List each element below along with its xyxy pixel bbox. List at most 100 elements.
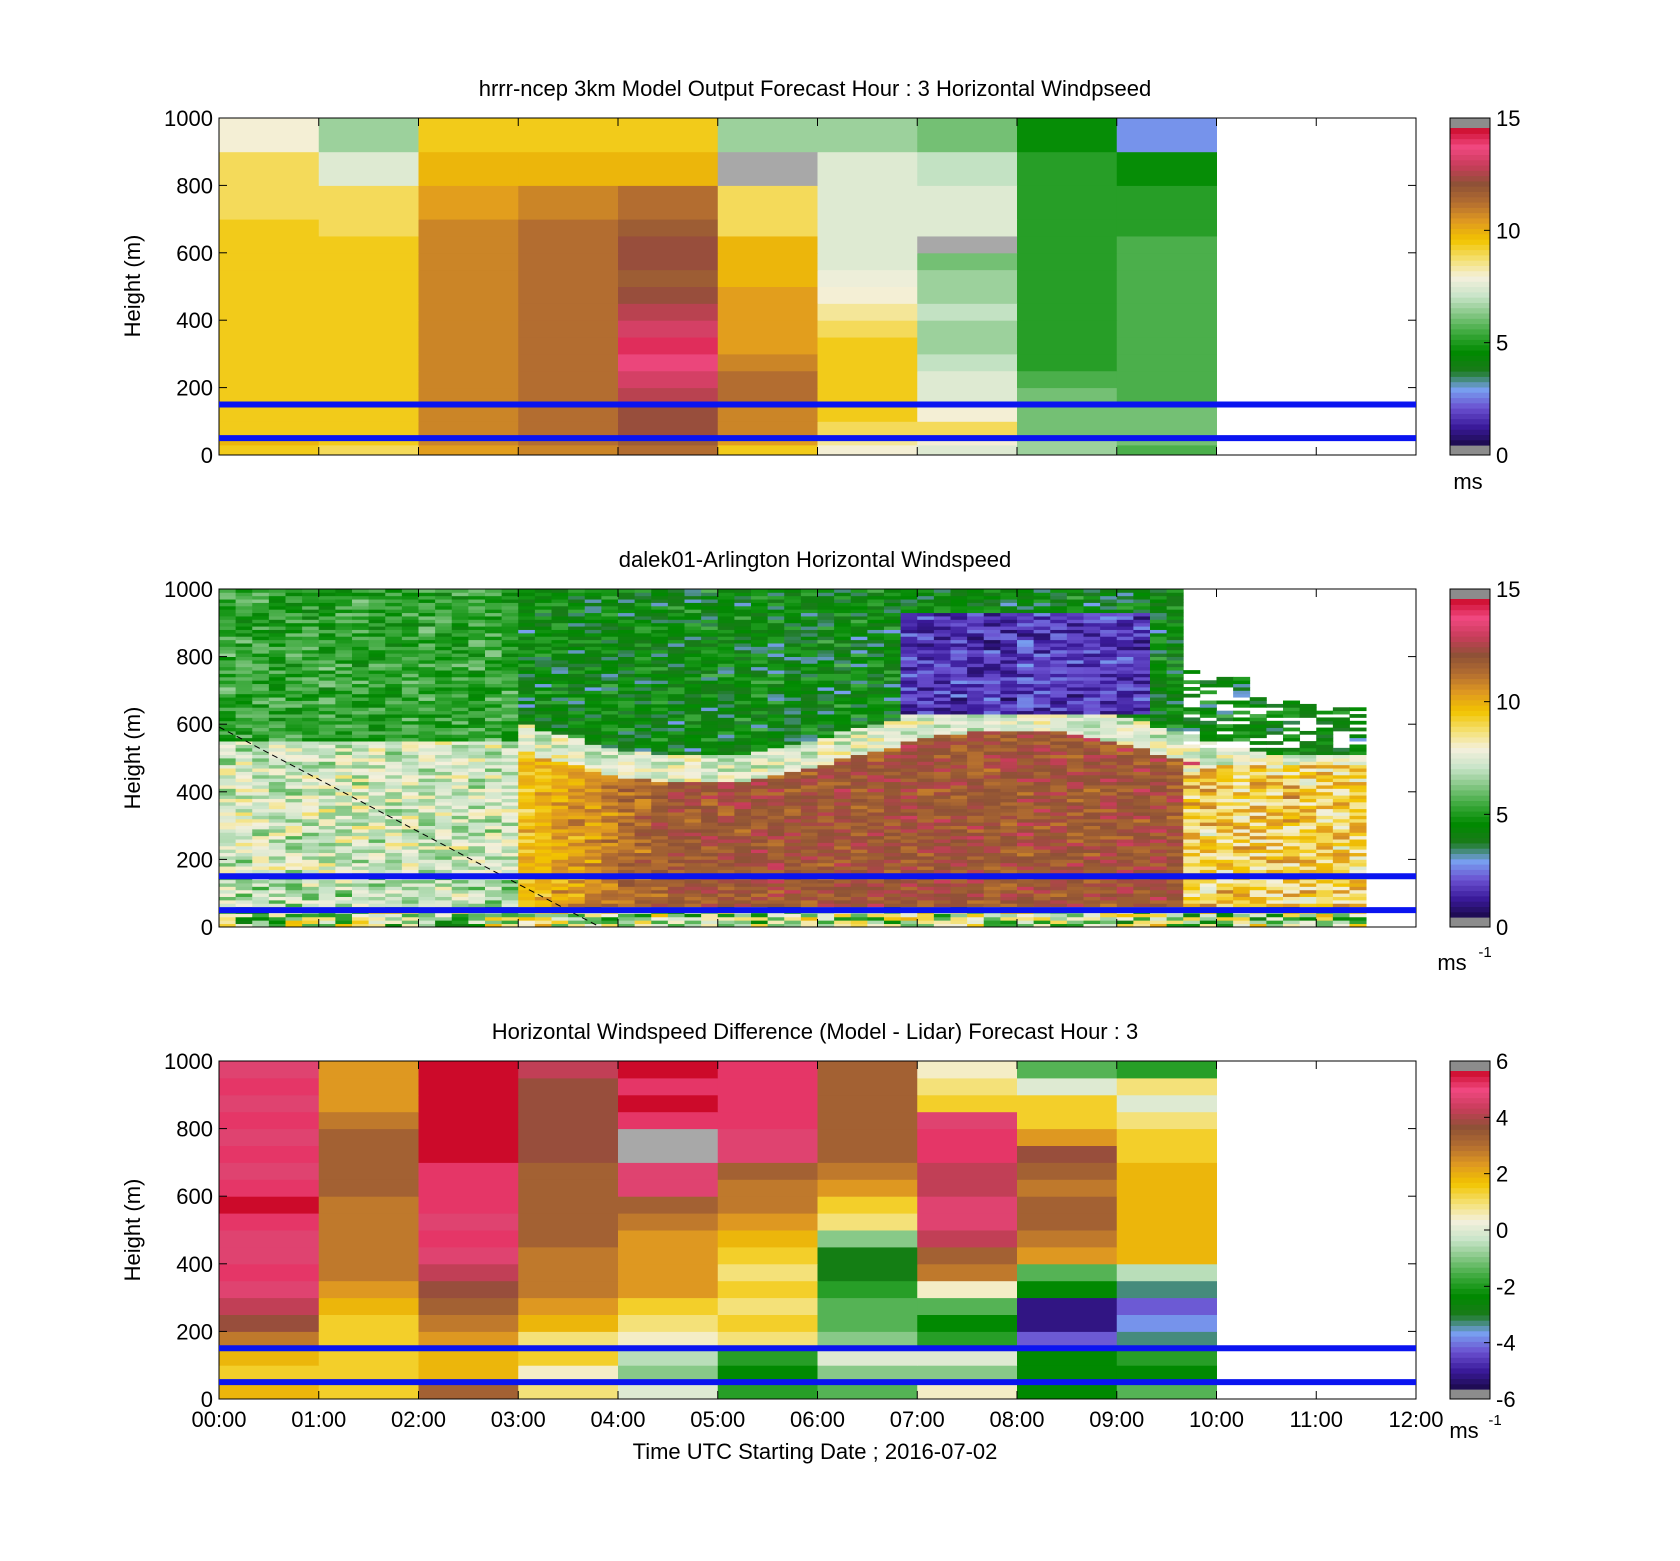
heatmap-cell (368, 626, 386, 630)
heatmap-cell (751, 616, 769, 620)
heatmap-cell (601, 622, 619, 627)
heatmap-cell (651, 700, 669, 705)
heatmap-cell (784, 899, 802, 904)
heatmap-cell (900, 656, 918, 661)
heatmap-cell (767, 761, 785, 766)
heatmap-cell (568, 676, 586, 681)
heatmap-cell (435, 592, 453, 597)
heatmap-cell (667, 616, 685, 620)
heatmap-cell (900, 774, 918, 779)
heatmap-cell (983, 923, 1001, 928)
heatmap-cell (734, 879, 752, 884)
heatmap-cell (568, 612, 586, 617)
heatmap-cell (717, 589, 735, 593)
heatmap-cell (318, 791, 336, 796)
heatmap-cell (551, 626, 569, 630)
heatmap-cell (468, 788, 486, 793)
heatmap-cell (252, 687, 270, 691)
heatmap-cell (1017, 337, 1118, 355)
heatmap-cell (800, 859, 818, 864)
heatmap-cell (884, 768, 902, 772)
heatmap-cell (933, 781, 951, 786)
heatmap-cell (468, 842, 486, 847)
heatmap-cell (767, 849, 785, 854)
heatmap-cell (634, 903, 652, 908)
heatmap-cell (1017, 235, 1118, 254)
heatmap-cell (568, 896, 586, 901)
heatmap-cell (900, 845, 918, 850)
heatmap-cell (385, 659, 403, 664)
heatmap-cell (352, 673, 370, 678)
heatmap-cell (435, 747, 453, 752)
heatmap-cell (219, 643, 237, 647)
heatmap-cell (551, 879, 569, 884)
heatmap-cell (551, 751, 569, 756)
heatmap-cell (651, 602, 669, 607)
heatmap-cell (767, 791, 785, 796)
heatmap-cell (651, 599, 669, 603)
heatmap-cell (717, 599, 735, 603)
heatmap-cell (684, 866, 702, 870)
heatmap-cell (219, 734, 237, 739)
heatmap-cell (418, 869, 436, 874)
heatmap-cell (651, 856, 669, 860)
heatmap-cell (501, 758, 519, 762)
heatmap-cell (451, 741, 469, 745)
heatmap-cell (285, 923, 303, 928)
heatmap-cell (302, 680, 320, 685)
heatmap-cell (568, 710, 586, 715)
heatmap-cell (601, 659, 619, 664)
heatmap-cell (501, 751, 519, 756)
heatmap-cell (950, 839, 968, 843)
heatmap-cell (235, 589, 253, 593)
heatmap-cell (667, 815, 685, 820)
heatmap-cell (684, 849, 702, 854)
heatmap-cell (618, 785, 636, 789)
heatmap-cell (252, 771, 270, 776)
heatmap-cell (884, 805, 902, 810)
heatmap-cell (568, 703, 586, 708)
heatmap-cell (667, 835, 685, 840)
heatmap-cell (834, 683, 852, 688)
heatmap-cell (485, 659, 503, 664)
heatmap-cell (933, 893, 951, 897)
heatmap-cell (335, 923, 353, 928)
heatmap-cell (651, 687, 669, 691)
heatmap-cell (584, 622, 602, 627)
heatmap-cell (584, 666, 602, 671)
heatmap-cell (219, 649, 237, 654)
heatmap-cell (834, 697, 852, 701)
heatmap-cell (618, 670, 636, 674)
heatmap-cell (850, 849, 868, 854)
heatmap-cell (684, 673, 702, 678)
colorbar-segment (1450, 270, 1490, 277)
heatmap-cell (701, 602, 719, 607)
heatmap-cell (834, 734, 852, 739)
heatmap-cell (850, 805, 868, 810)
heatmap-cell (967, 720, 985, 725)
heatmap-cell (368, 856, 386, 860)
heatmap-cell (884, 839, 902, 843)
heatmap-cell (551, 883, 569, 887)
heatmap-cell (850, 673, 868, 678)
heatmap-cell (967, 636, 985, 641)
heatmap-cell (784, 903, 802, 908)
heatmap-cell (352, 649, 370, 654)
heatmap-cell (834, 609, 852, 614)
heatmap-cell (867, 805, 885, 810)
heatmap-cell (751, 730, 769, 735)
heatmap-cell (285, 619, 303, 624)
heatmap-cell (867, 825, 885, 830)
heatmap-cell (634, 717, 652, 722)
heatmap-cell (318, 151, 419, 186)
heatmap-cell (884, 724, 902, 728)
heatmap-cell (734, 798, 752, 803)
heatmap-cell (867, 734, 885, 739)
heatmap-cell (601, 734, 619, 739)
heatmap-cell (302, 653, 320, 657)
heatmap-cell (850, 788, 868, 793)
heatmap-cell (568, 693, 586, 698)
heatmap-cell (318, 883, 336, 887)
heatmap-cell (385, 676, 403, 681)
heatmap-cell (601, 626, 619, 630)
